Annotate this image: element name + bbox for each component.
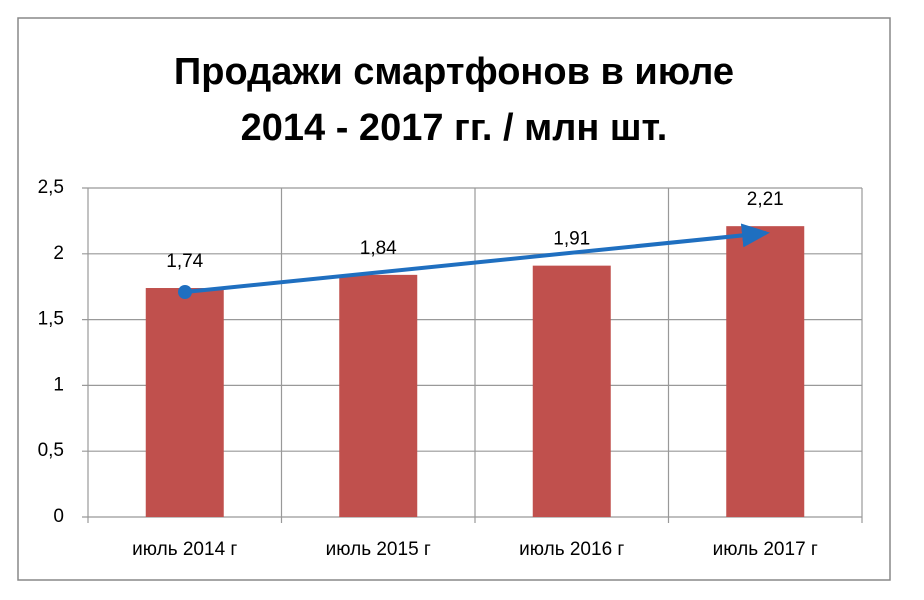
value-label: 1,91 <box>553 229 590 250</box>
value-label: 1,84 <box>360 238 397 259</box>
trend-start <box>178 285 192 299</box>
y-tick-label: 1,5 <box>38 309 64 330</box>
trend-arrow <box>178 223 770 299</box>
bar <box>339 274 418 517</box>
value-label: 2,21 <box>747 189 784 210</box>
bar <box>145 288 224 517</box>
y-tick-label: 2,5 <box>38 177 64 198</box>
x-tick-label: июль 2017 г <box>713 539 818 560</box>
bar <box>726 226 805 517</box>
chart-title: Продажи смартфонов в июле <box>174 51 734 93</box>
x-tick-label: июль 2016 г <box>519 539 624 560</box>
trend-line <box>184 223 770 294</box>
y-tick-label: 0,5 <box>38 440 64 461</box>
x-tick-label: июль 2014 г <box>132 539 237 560</box>
bar <box>532 265 611 517</box>
plot-area: 0 0,5 1 1,5 2 2,5 июль 2014 г 1,74 июль 2015 г 1,… <box>38 177 863 560</box>
y-tick-label: 2 <box>53 243 64 264</box>
chart-title: 2014 - 2017 гг. / млн шт. <box>241 107 668 149</box>
y-tick-label: 0 <box>53 506 64 527</box>
y-tick-label: 1 <box>53 374 64 395</box>
x-tick-label: июль 2015 г <box>326 539 431 560</box>
value-label: 1,74 <box>166 251 203 272</box>
